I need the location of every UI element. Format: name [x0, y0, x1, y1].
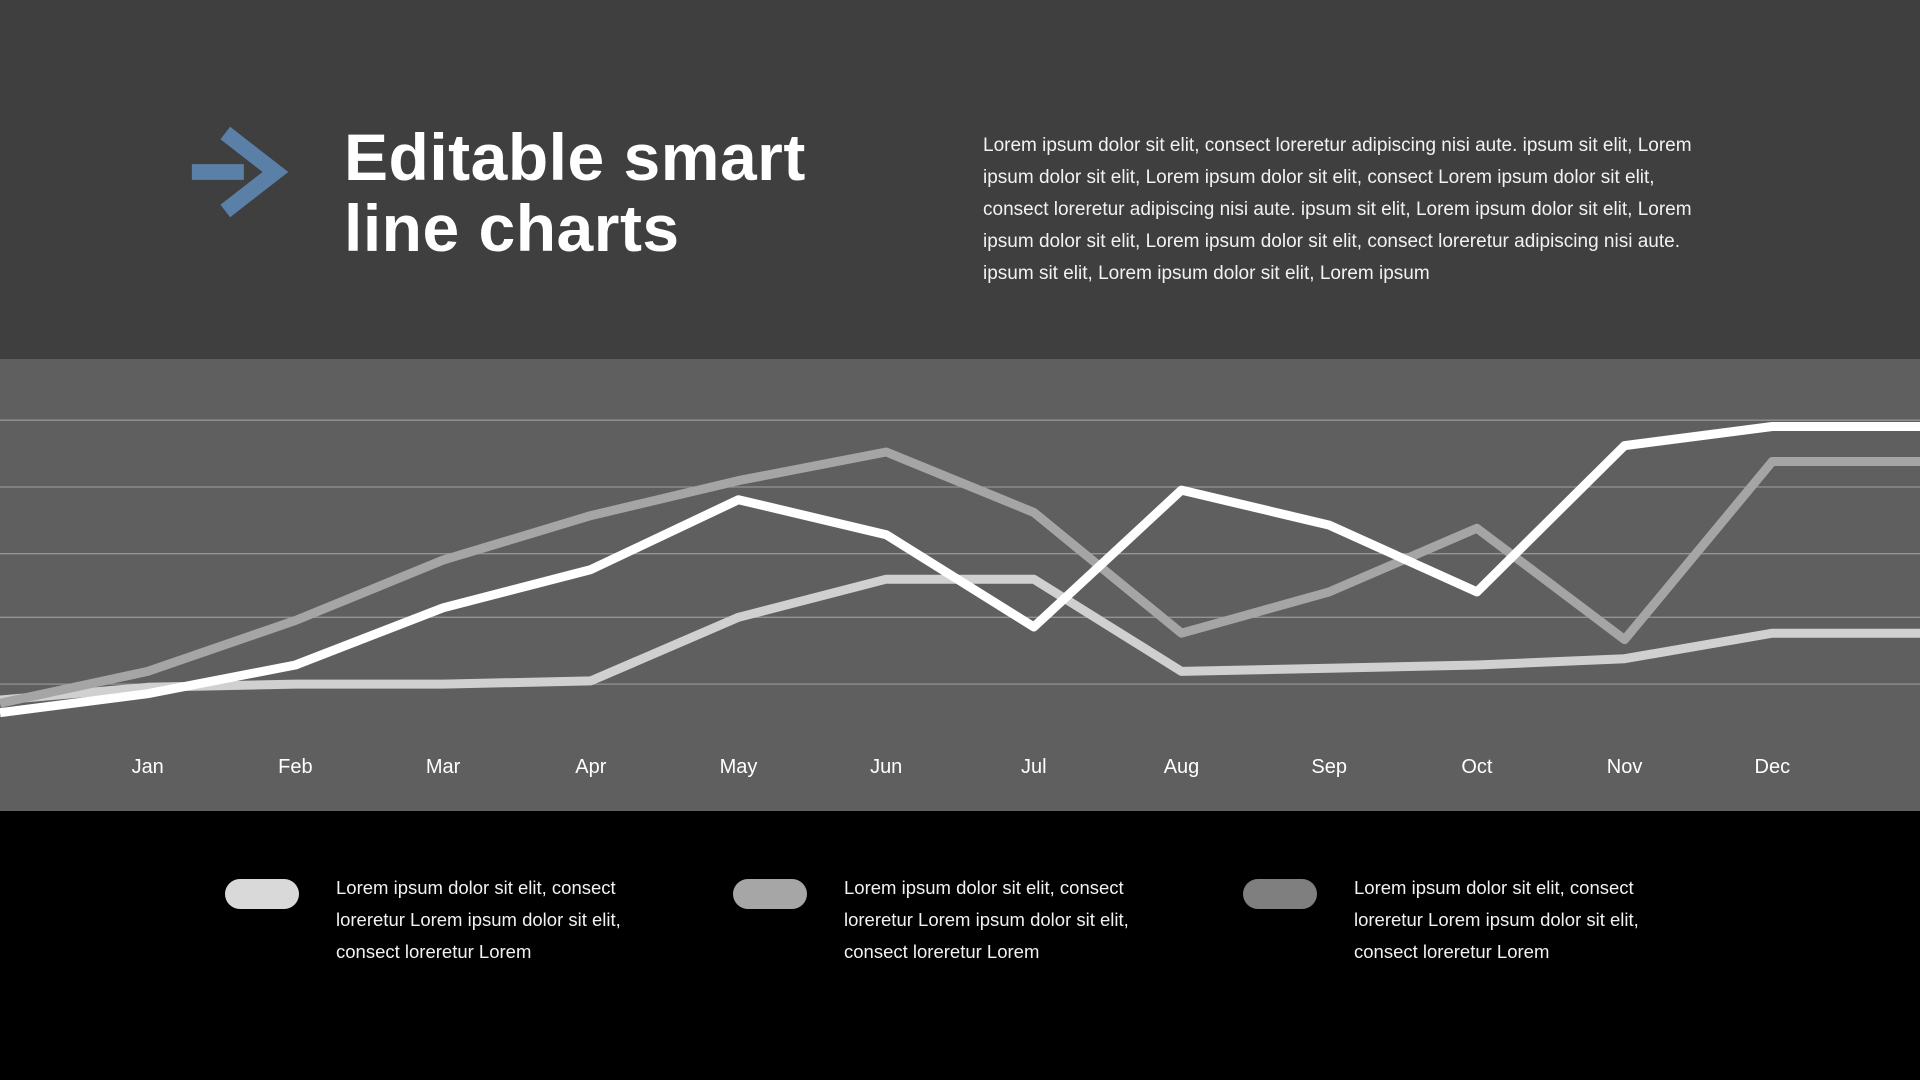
x-axis-label: Feb: [278, 756, 313, 778]
legend-item: Lorem ipsum dolor sit elit, consect lore…: [225, 872, 656, 968]
chart-section: Jan Feb Mar Apr May Jun Jul Aug Sep Oct Nov Dec: [0, 359, 1920, 811]
legend-text: Lorem ipsum dolor sit elit, consect lore…: [844, 877, 1129, 962]
legend-section: Lorem ipsum dolor sit elit, consect lore…: [0, 811, 1920, 1080]
legend-text: Lorem ipsum dolor sit elit, consect lore…: [1354, 877, 1639, 962]
x-axis-label: Sep: [1311, 756, 1347, 778]
legend-swatch: [1243, 879, 1317, 909]
legend-swatch: [225, 879, 299, 909]
x-axis-label: May: [719, 756, 758, 778]
x-axis-label: Jun: [870, 756, 903, 778]
line-chart: [0, 419, 1920, 718]
arrow-icon: [191, 126, 289, 218]
intro-paragraph: Lorem ipsum dolor sit elit, consect lore…: [983, 135, 1692, 284]
x-axis-label: Oct: [1461, 756, 1493, 778]
x-axis-label: Jul: [1021, 756, 1047, 778]
x-axis-label: Jan: [131, 756, 164, 778]
x-axis-label: Dec: [1754, 756, 1791, 778]
legend-text: Lorem ipsum dolor sit elit, consect lore…: [336, 877, 621, 962]
legend-item: Lorem ipsum dolor sit elit, consect lore…: [733, 872, 1164, 968]
legend-item: Lorem ipsum dolor sit elit, consect lore…: [1243, 872, 1674, 968]
legend-swatch: [733, 879, 807, 909]
series-white: [0, 422, 1920, 718]
header-section: Editable smart line charts Lorem ipsum d…: [0, 0, 1920, 359]
x-axis-label: Nov: [1606, 756, 1643, 778]
series-medium-gray: [0, 447, 1920, 708]
x-axis-label: Mar: [425, 756, 461, 778]
series-light-gray: [0, 574, 1920, 705]
x-axis-label: Aug: [1163, 756, 1200, 778]
x-axis-label: Apr: [575, 756, 607, 778]
x-axis: Jan Feb Mar Apr May Jun Jul Aug Sep Oct Nov Dec: [0, 756, 1920, 790]
slide-title: Editable smart line charts: [344, 120, 806, 265]
